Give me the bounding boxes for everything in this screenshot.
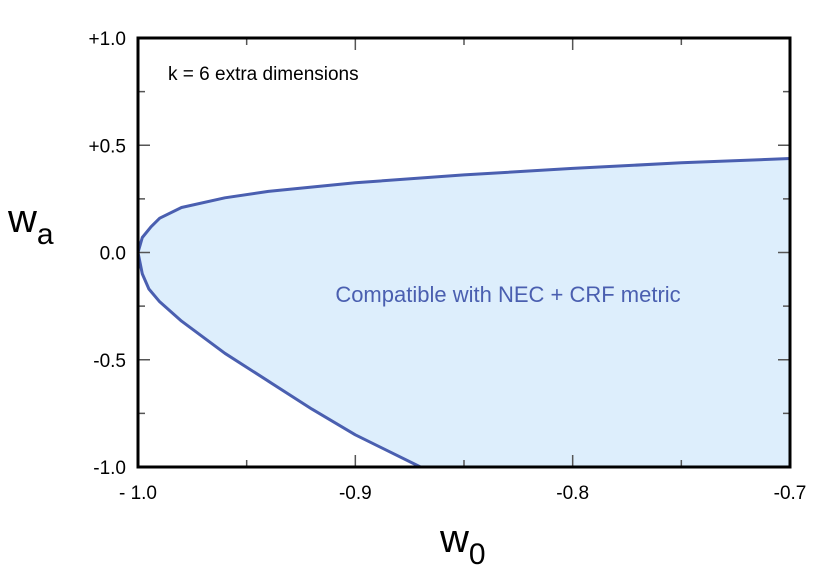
y-tick-label: -0.5 [93,351,126,372]
y-tick-label: +0.5 [88,136,126,157]
x-axis-title-sub: 0 [469,538,486,570]
x-tick-label: -0.8 [556,483,589,504]
compatible-region-boundary [136,157,791,469]
x-tick-label: -0.7 [774,483,807,504]
y-tick-label: +1.0 [88,29,126,50]
y-tick-label: 0.0 [100,244,126,265]
x-tick-label: - 1.0 [119,483,157,504]
x-axis-title-main: w [439,517,469,561]
y-tick-label: -1.0 [93,458,126,479]
plot-frame [136,36,792,469]
y-axis-title-main: w [7,197,37,241]
annotation-extra-dimensions: k = 6 extra dimensions [168,64,359,85]
y-axis-title: wa [7,197,54,251]
x-axis-title: w0 [439,517,486,570]
x-tick-label: -0.9 [339,483,372,504]
compatible-region-fill [138,158,790,467]
region-label: Compatible with NEC + CRF metric [335,282,680,307]
tick-labels: - 1.0 -0.9 -0.8 -0.7 +1.0 +0.5 0.0 -0.5 -1.0 [88,29,806,504]
y-axis-title-sub: a [37,218,54,251]
